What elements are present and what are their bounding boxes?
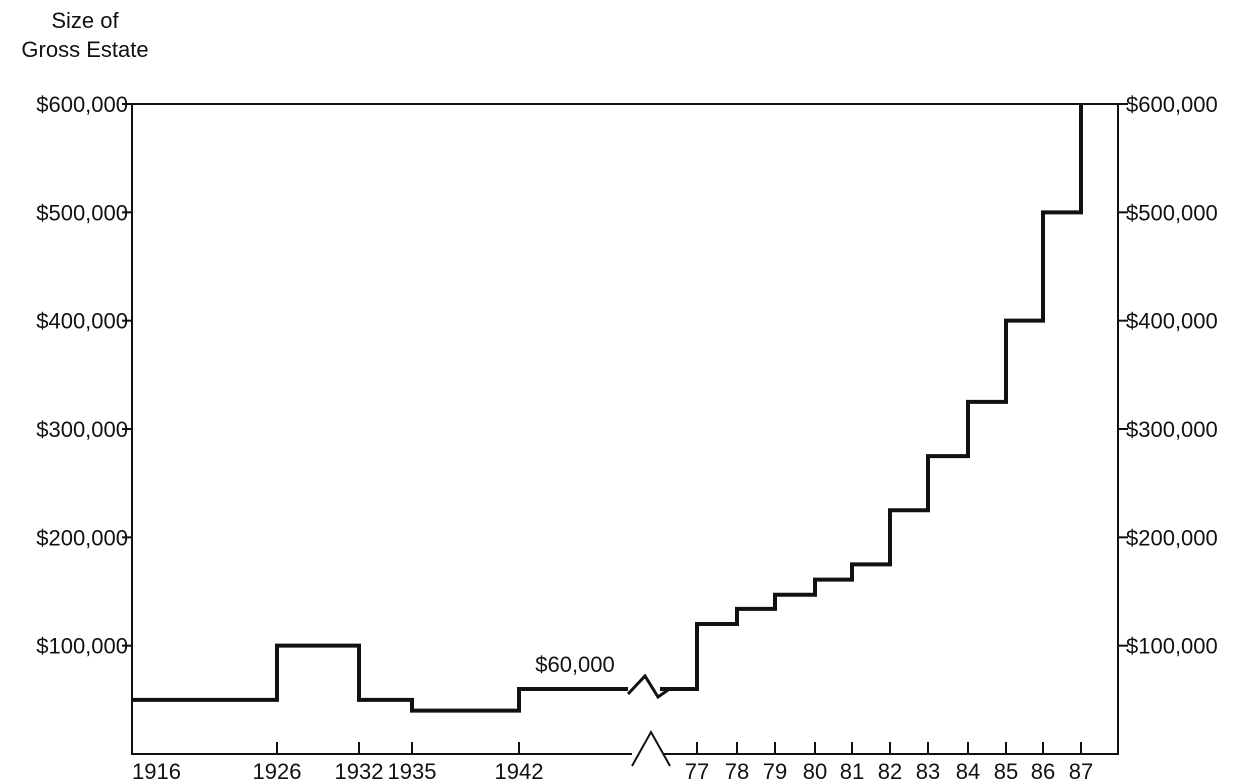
x-tick-label: 1942 bbox=[495, 759, 544, 782]
x-tick-label: 83 bbox=[916, 759, 940, 782]
x-tick-label: 78 bbox=[725, 759, 749, 782]
x-tick-label: 86 bbox=[1031, 759, 1055, 782]
x-tick-label: 1932 bbox=[335, 759, 384, 782]
y-tick-label-left: $500,000 bbox=[36, 200, 128, 225]
y-axis-title: Size of bbox=[51, 8, 119, 33]
x-tick-label: 1935 bbox=[388, 759, 437, 782]
series-line-post-break bbox=[660, 104, 1083, 691]
series-line-pre-break bbox=[132, 643, 628, 713]
y-tick-label-left: $100,000 bbox=[36, 634, 128, 659]
y-tick-label-left: $400,000 bbox=[36, 309, 128, 334]
axis-break-gap bbox=[632, 751, 664, 757]
plot-frame bbox=[131, 103, 1119, 755]
x-tick-label: 1926 bbox=[253, 759, 302, 782]
y-tick-label-right: $100,000 bbox=[1126, 634, 1218, 659]
x-tick-label: 1916 bbox=[132, 759, 181, 782]
x-tick-label: 79 bbox=[763, 759, 787, 782]
axis-break-mark bbox=[631, 729, 671, 767]
x-tick-label: 81 bbox=[840, 759, 864, 782]
x-tick-label: 87 bbox=[1069, 759, 1093, 782]
x-tick-label: 80 bbox=[803, 759, 827, 782]
y-tick-label-left: $600,000 bbox=[36, 92, 128, 117]
x-tick-label: 85 bbox=[994, 759, 1018, 782]
y-tick-label-right: $400,000 bbox=[1126, 309, 1218, 334]
y-tick-label-right: $300,000 bbox=[1126, 417, 1218, 442]
y-axis-title: Gross Estate bbox=[21, 37, 148, 62]
y-tick-label-right: $600,000 bbox=[1126, 92, 1218, 117]
y-tick-label-right: $200,000 bbox=[1126, 525, 1218, 550]
y-tick-label-right: $500,000 bbox=[1126, 200, 1218, 225]
y-tick-label-left: $200,000 bbox=[36, 525, 128, 550]
x-tick-label: 84 bbox=[956, 759, 980, 782]
x-tick-label: 77 bbox=[685, 759, 709, 782]
x-tick-label: 82 bbox=[878, 759, 902, 782]
y-tick-label-left: $300,000 bbox=[36, 417, 128, 442]
series-break-mark bbox=[626, 673, 669, 700]
annotation-label: $60,000 bbox=[535, 652, 615, 677]
